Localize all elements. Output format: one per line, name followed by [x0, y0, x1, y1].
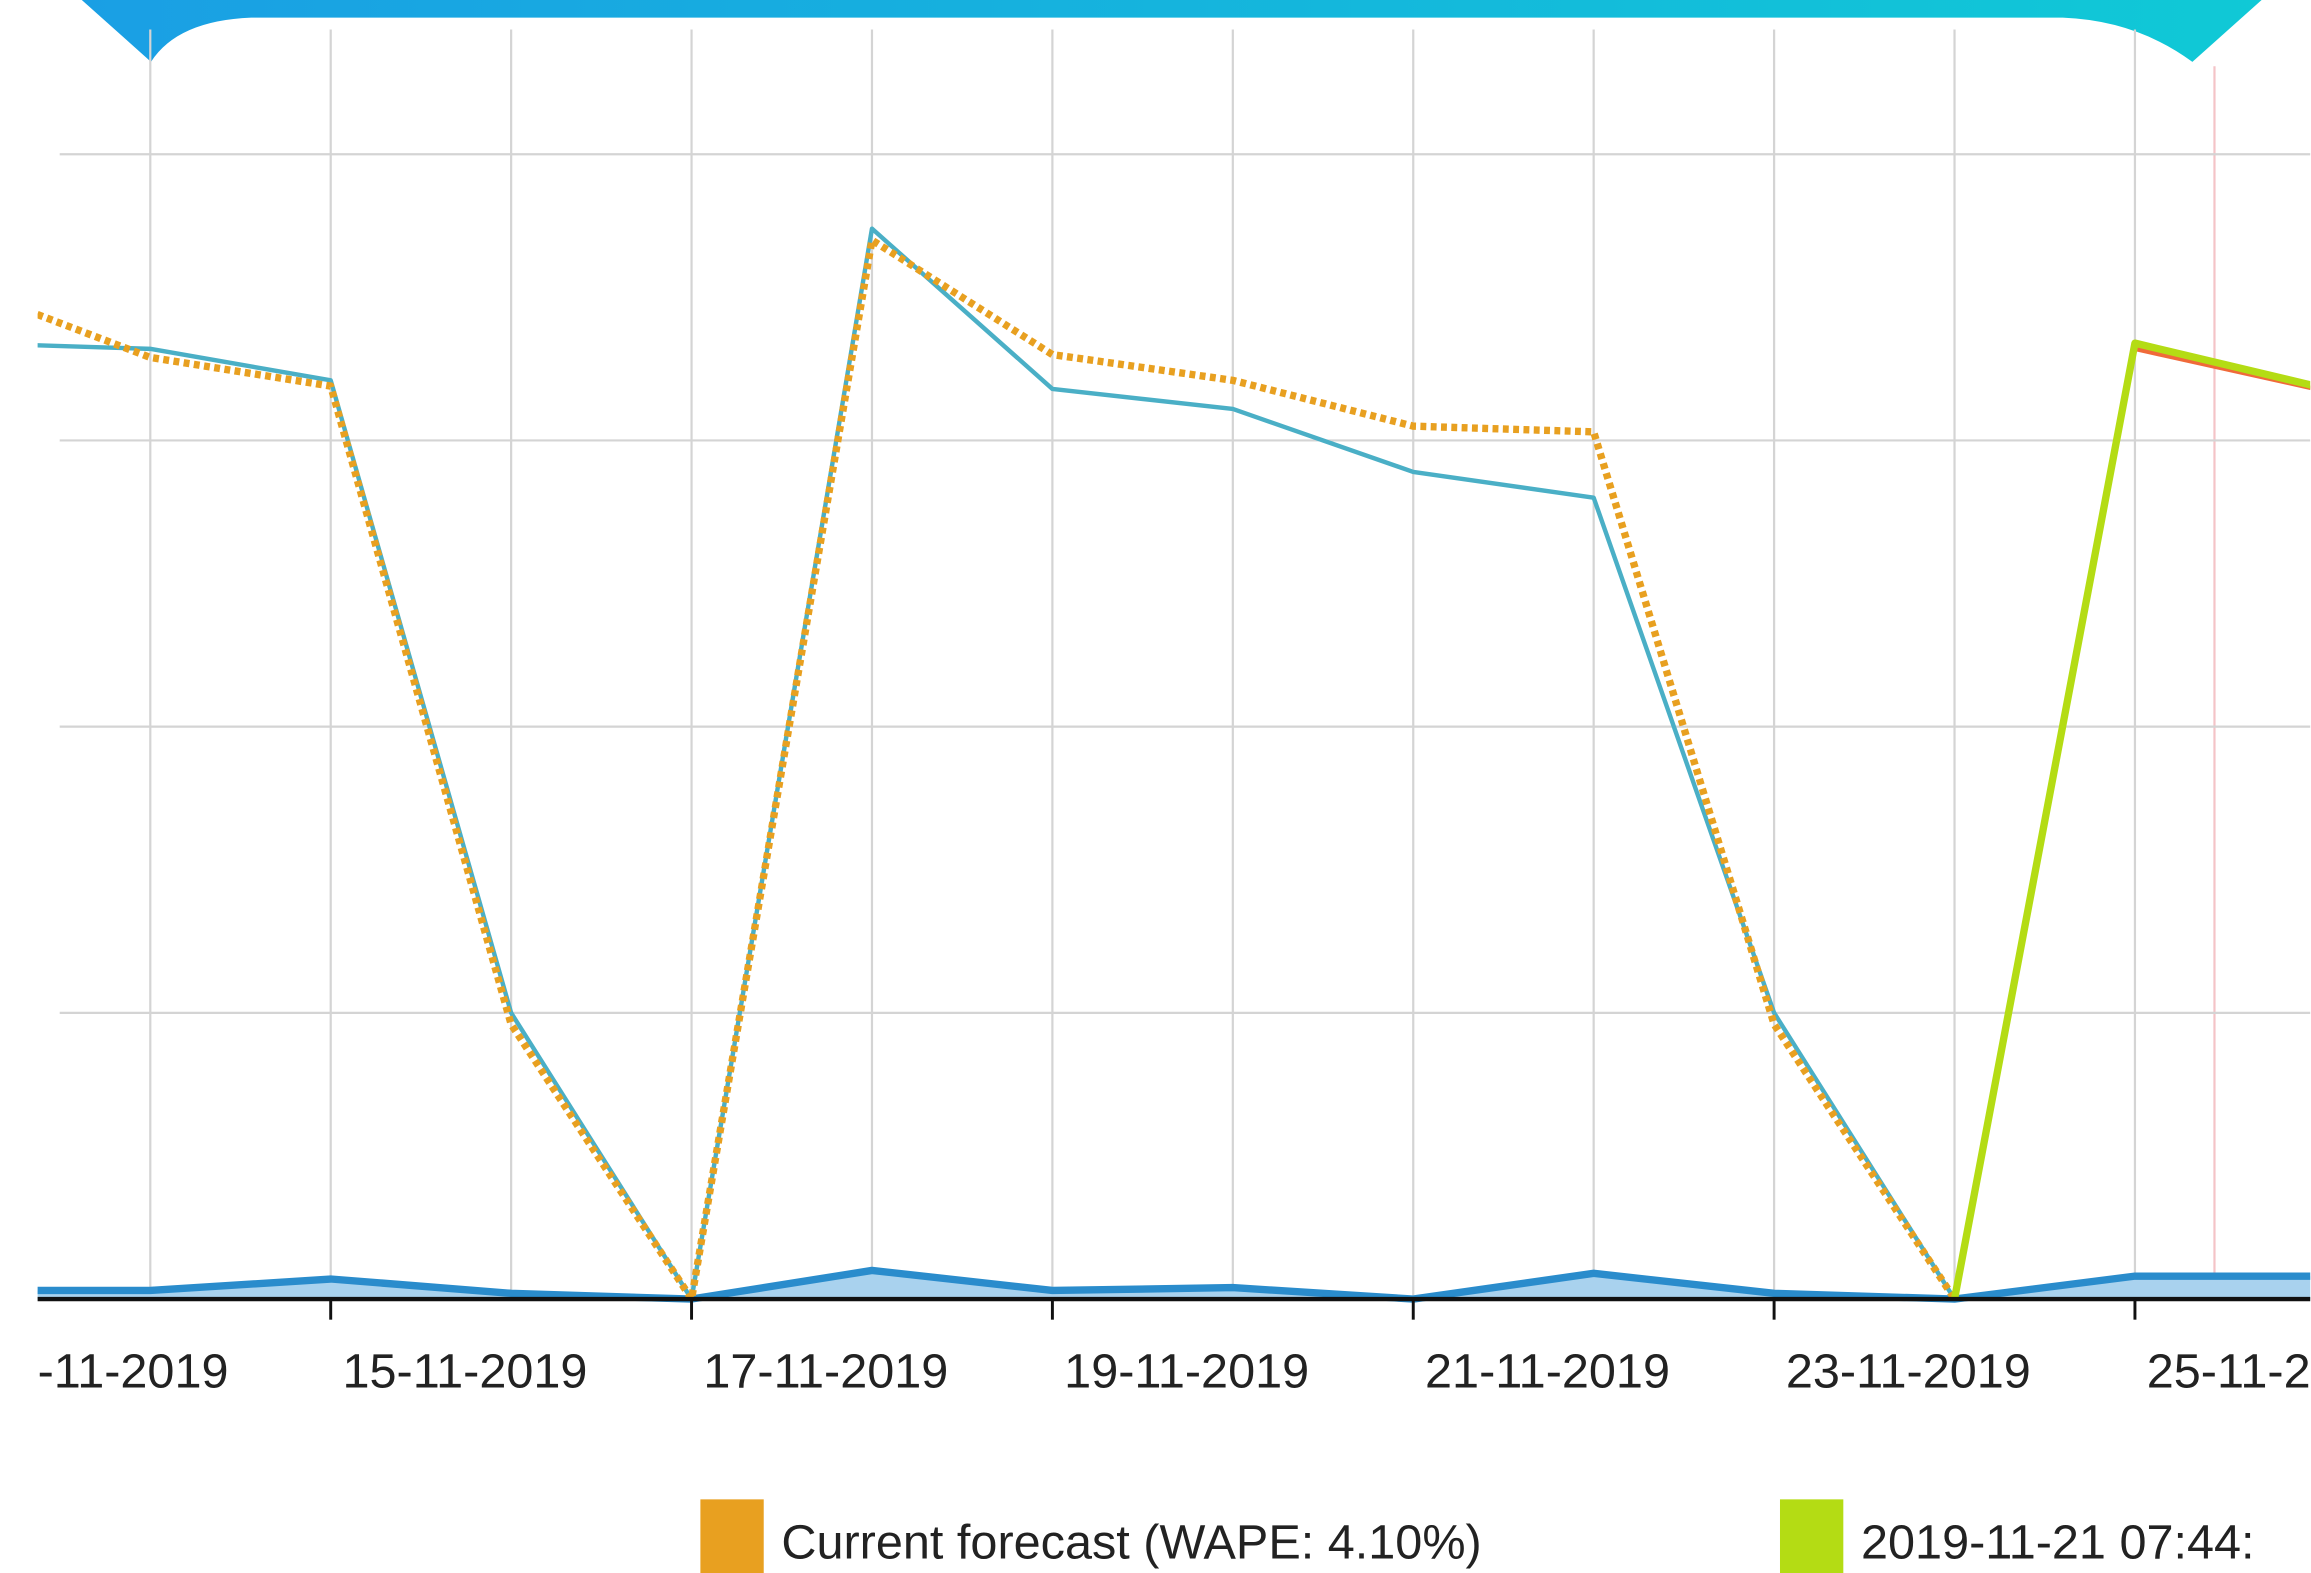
series-line	[1950, 339, 2311, 1300]
x-tick-label: 23-11-2019	[1786, 1344, 2031, 1398]
x-tick-label: 19-11-2019	[1064, 1344, 1309, 1398]
legend-swatch	[700, 1499, 764, 1573]
legend-label: Current forecast (WAPE: 4.10%)	[781, 1515, 1481, 1569]
legend-label: 2019-11-21 07:44:	[1861, 1515, 2255, 1569]
legend: Current forecast (WAPE: 4.10%) 2019-11-21…	[700, 1499, 2255, 1573]
x-tick-label: -11-2019	[38, 1344, 229, 1398]
x-tick-label: 15-11-2019	[342, 1344, 587, 1398]
series-line	[37, 236, 1958, 1303]
grid	[59, 29, 2311, 1301]
header-banner	[81, 0, 2262, 62]
plot-area	[37, 226, 2311, 1303]
x-tick-label: 17-11-2019	[703, 1344, 948, 1398]
series-line	[37, 226, 1957, 1302]
x-axis: -11-2019 15-11-2019 17-11-2019 19-11-2019 21…	[38, 1296, 2311, 1398]
series-line	[1952, 346, 2311, 1300]
legend-swatch	[1779, 1499, 1844, 1573]
x-tick-label: 21-11-2019	[1425, 1344, 1670, 1398]
x-tick-label: 25-11-2	[2147, 1344, 2311, 1398]
